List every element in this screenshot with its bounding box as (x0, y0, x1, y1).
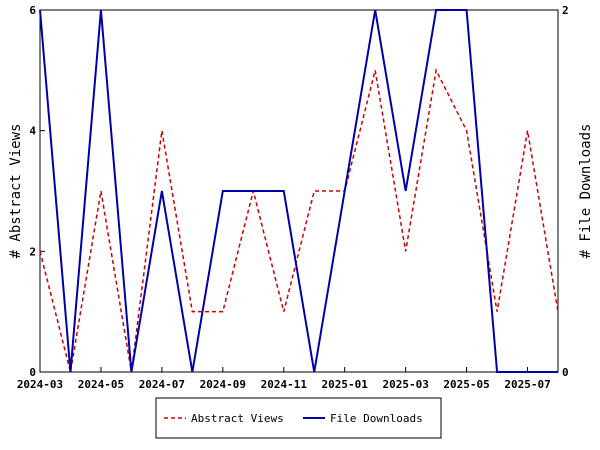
y-axis-left: 0 2 4 6 (29, 4, 45, 379)
series-line-file-downloads (39, 9, 558, 373)
legend-label-file-downloads: File Downloads (330, 412, 423, 425)
series-line-abstract-views (39, 67, 559, 373)
x-tick-label: 2025-01 (322, 378, 369, 391)
y-tick-label: 4 (29, 125, 36, 138)
x-tick-label: 2024-07 (139, 378, 185, 391)
y2-tick-label: 0 (562, 366, 569, 379)
x-tick-label: 2024-09 (200, 378, 246, 391)
legend: Abstract Views File Downloads (155, 397, 442, 439)
legend-label-abstract-views: Abstract Views (191, 412, 284, 425)
x-tick-label: 2024-11 (261, 378, 308, 391)
y-tick-label: 2 (29, 245, 36, 258)
y-tick-label: 0 (29, 366, 36, 379)
x-tick-label: 2024-03 (17, 378, 63, 391)
x-tick-label: 2025-05 (443, 378, 489, 391)
x-tick-label: 2025-03 (382, 378, 428, 391)
y2-axis-title: # File Downloads (578, 124, 594, 259)
legend-box (155, 397, 442, 439)
y2-tick-label: 2 (562, 4, 569, 17)
y-tick-label: 6 (29, 4, 36, 17)
plot-area (39, 9, 559, 373)
x-axis: 2024-03 2024-05 2024-07 2024-09 2024-11 2025-… (17, 367, 551, 391)
series-layer (39, 9, 559, 373)
y-axis-title: # Abstract Views (8, 124, 24, 259)
x-tick-label: 2024-05 (78, 378, 124, 391)
x-tick-label: 2025-07 (504, 378, 550, 391)
